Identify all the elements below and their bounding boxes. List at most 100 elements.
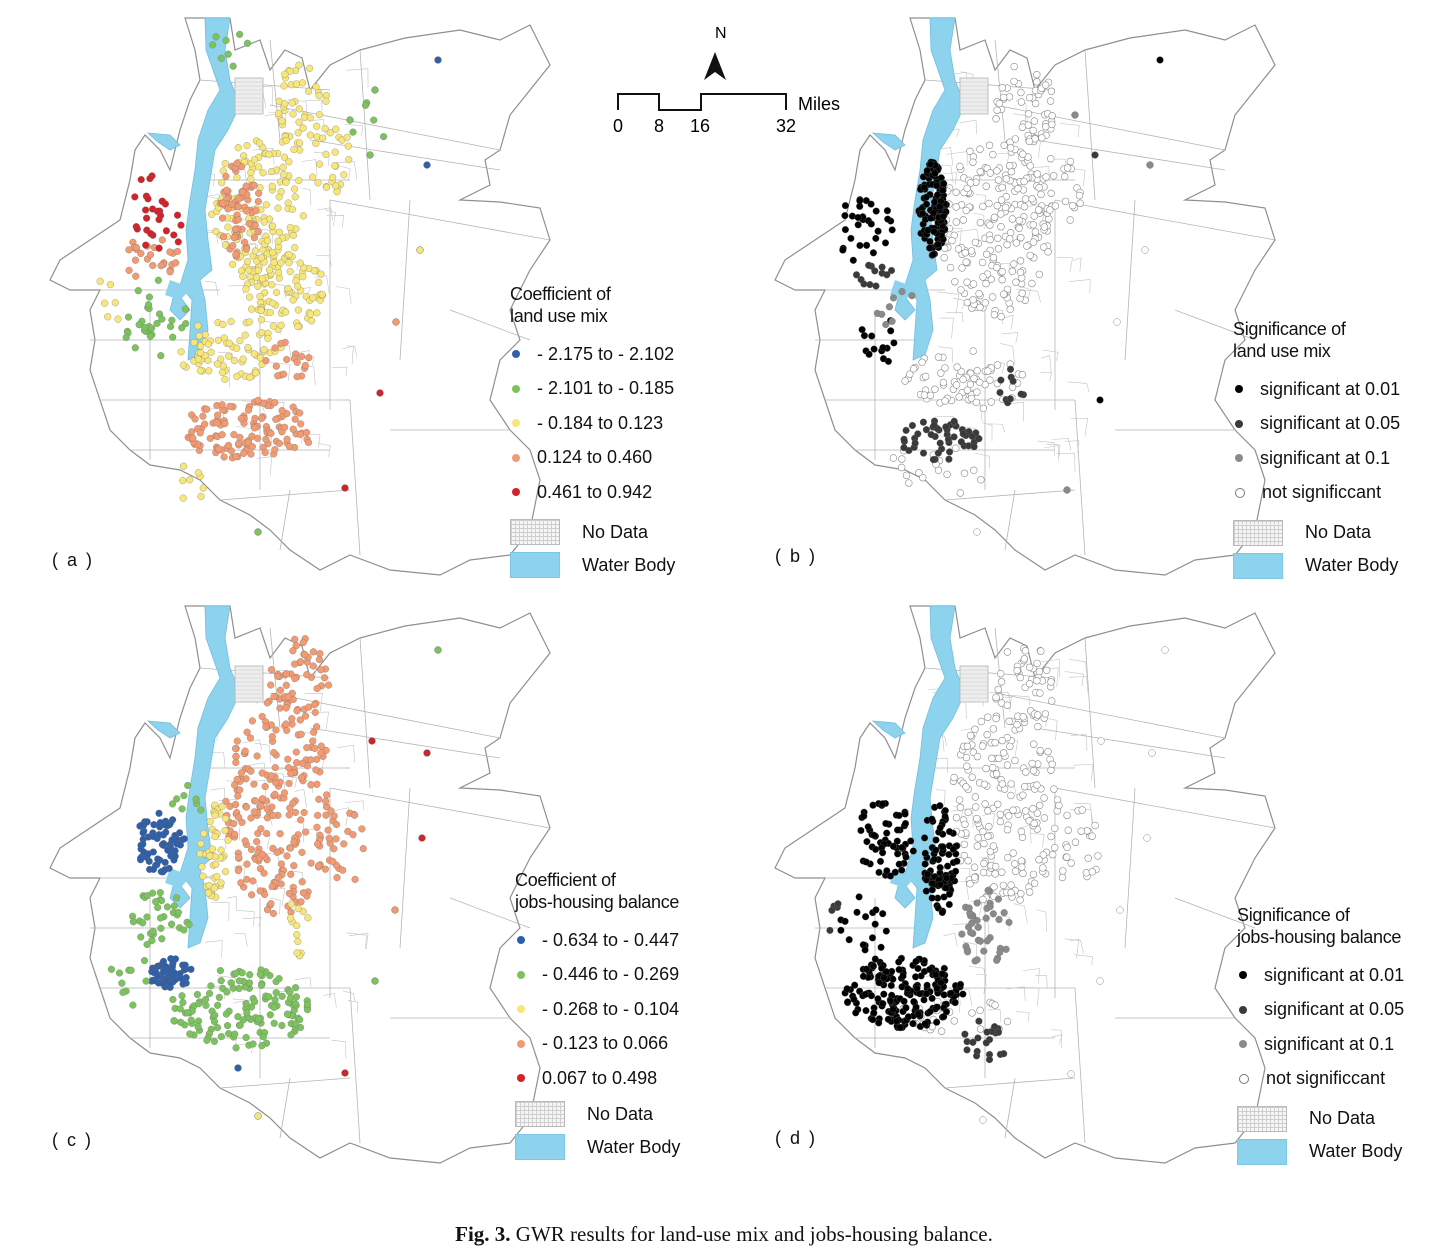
tract-point: [268, 281, 276, 289]
tract-point: [926, 1008, 934, 1016]
panel-label-d: ( d ): [775, 1128, 818, 1148]
tract-point: [255, 189, 263, 197]
tract-point: [931, 385, 939, 393]
legend-dot: [1235, 487, 1245, 498]
tract-point: [966, 147, 974, 156]
tract-point: [929, 209, 937, 217]
tract-point: [996, 388, 1004, 397]
tract-point: [897, 463, 906, 472]
tract-point: [1071, 111, 1079, 119]
tract-point: [937, 369, 945, 377]
tract-point: [933, 191, 942, 199]
tract-point: [322, 150, 330, 158]
tract-point: [854, 213, 862, 222]
tract-point: [990, 311, 999, 319]
tract-point: [351, 811, 359, 819]
no-data-label: No Data: [587, 1103, 654, 1124]
tract-point: [927, 431, 935, 439]
tract-point: [1063, 811, 1071, 820]
tract-point: [969, 280, 978, 288]
tract-point: [322, 811, 330, 819]
tract-boundary: [944, 1077, 1076, 1089]
tract-point: [948, 236, 956, 245]
tract-point: [202, 1001, 210, 1009]
tract-boundary: [349, 987, 361, 1144]
tract-point: [144, 301, 153, 309]
tract-point: [200, 830, 208, 838]
tract-point: [293, 358, 301, 366]
tract-point: [862, 913, 870, 921]
tract-point: [176, 829, 184, 837]
tract-point: [207, 982, 215, 990]
tract-point: [921, 860, 929, 868]
tract-point: [994, 895, 1002, 903]
tract-point: [898, 288, 906, 296]
tract-point: [1017, 98, 1026, 106]
tract-point: [1041, 81, 1050, 89]
tract-point: [284, 284, 292, 293]
tract-point: [376, 389, 384, 397]
tract-point: [895, 958, 903, 966]
tract-point: [878, 310, 886, 318]
tract-point: [276, 704, 284, 712]
tract-point: [1067, 859, 1075, 867]
tract-point: [232, 1044, 240, 1052]
tract-point: [1019, 869, 1027, 878]
tract-point: [273, 848, 281, 856]
panel-b: ( b ) Significance of land use mix signi…: [755, 10, 1445, 585]
tract-point: [1016, 268, 1025, 276]
tract-point: [1051, 844, 1059, 852]
tract-point: [239, 272, 247, 280]
tract-point: [225, 339, 233, 347]
tract-point: [247, 845, 255, 854]
tract-point: [197, 806, 205, 814]
tract-point: [1063, 853, 1071, 861]
tract-point: [111, 299, 119, 307]
legend-item-label: significant at 0.1: [1260, 447, 1391, 468]
tract-point: [186, 476, 194, 484]
tract-point: [203, 405, 211, 413]
tract-point: [199, 412, 207, 420]
tract-point: [973, 388, 981, 396]
tract-point: [285, 811, 293, 819]
tract-point: [370, 116, 378, 124]
tract-point: [952, 218, 961, 226]
tract-point: [966, 731, 975, 740]
tract-point: [332, 835, 340, 843]
tract-point: [930, 855, 938, 863]
tract-boundary: [973, 212, 985, 230]
tract-point: [132, 243, 140, 251]
tract-point: [391, 906, 399, 914]
tract-boundary: [274, 772, 286, 790]
tract-point: [135, 321, 143, 329]
tract-point: [1000, 290, 1008, 298]
tract-point: [872, 845, 880, 853]
tract-point: [212, 33, 220, 41]
tract-point: [1024, 110, 1033, 118]
tract-point: [247, 169, 255, 177]
tract-boundary: [332, 366, 348, 377]
tract-point: [177, 221, 185, 229]
tract-point: [947, 989, 955, 998]
tract-point: [314, 840, 322, 848]
map-c: [49, 605, 551, 1164]
tract-point: [307, 781, 315, 789]
tract-point: [1148, 749, 1156, 757]
tract-point: [137, 933, 145, 941]
legend-title-a: Coefficient of land use mix: [510, 283, 675, 327]
tract-point: [155, 244, 163, 252]
tract-point: [280, 789, 289, 797]
tract-point: [976, 219, 985, 227]
tract-boundary: [204, 280, 219, 296]
tract-point: [905, 479, 913, 487]
tract-point: [975, 435, 983, 443]
tract-point: [993, 361, 1002, 369]
tract-point: [140, 957, 149, 965]
tract-point: [982, 1039, 990, 1047]
tract-point: [976, 937, 984, 945]
north-arrow-icon: [704, 52, 726, 80]
tract-point: [992, 115, 1000, 123]
tract-point: [992, 714, 1000, 723]
tract-point: [854, 221, 862, 229]
tract-point: [305, 87, 313, 95]
